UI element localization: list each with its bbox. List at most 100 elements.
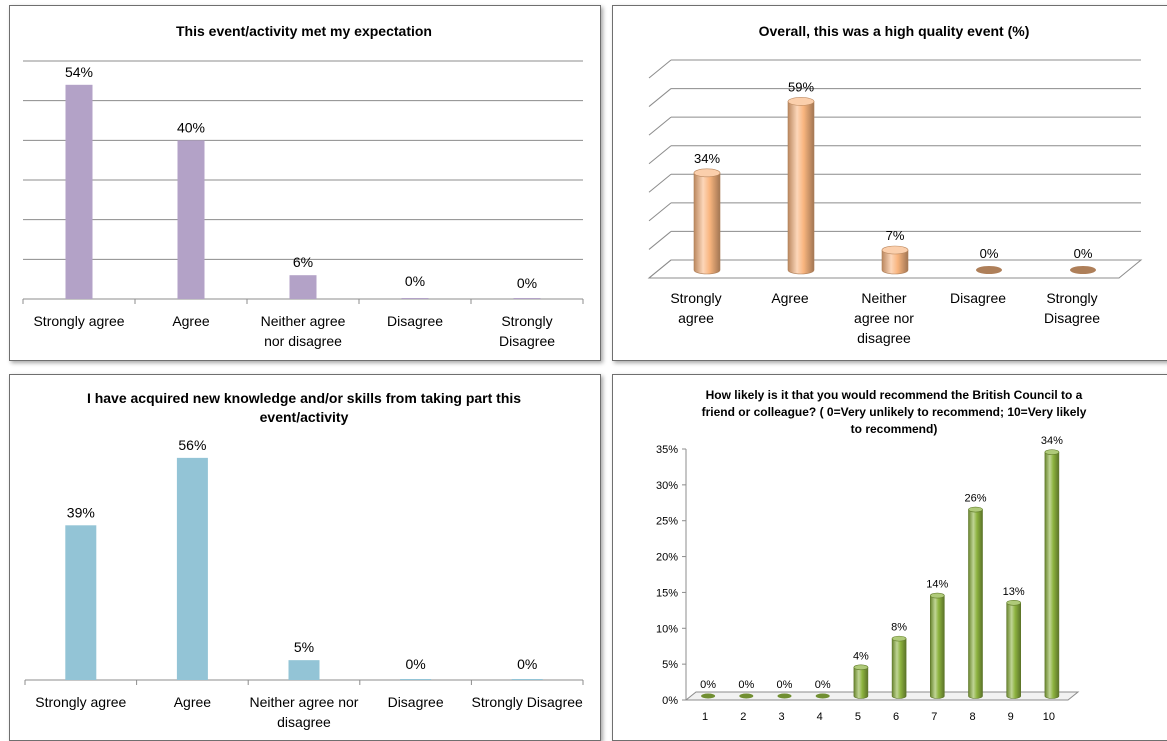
x-tick-label: 2 xyxy=(740,711,746,723)
x-tick-label: Agree xyxy=(172,313,210,329)
bar-top xyxy=(929,592,945,599)
x-tick-label: 9 xyxy=(1008,711,1014,723)
x-tick-label: Strongly Disagree xyxy=(1044,290,1100,326)
side-gridline xyxy=(648,59,672,79)
bar xyxy=(176,457,208,680)
x-tick-label: Neither agree nor disagree xyxy=(854,290,914,346)
bar xyxy=(777,693,792,699)
data-label: 4% xyxy=(853,650,869,662)
chart-floor xyxy=(647,259,1143,279)
x-tick-label: Strongly Disagree xyxy=(472,694,583,710)
bar-top xyxy=(1044,449,1060,455)
chart-title: I have acquired new knowledge and/or ski… xyxy=(87,390,521,425)
data-label: 34% xyxy=(694,151,720,166)
data-label: 14% xyxy=(926,579,948,591)
data-label: 59% xyxy=(788,79,814,94)
x-tick-label: 8 xyxy=(969,711,975,723)
side-gridline xyxy=(648,145,672,165)
cylinder-chart-recommend: How likely is it that you would recommen… xyxy=(656,388,1087,723)
bar xyxy=(976,266,1002,274)
bar-top xyxy=(968,506,983,513)
bar-top xyxy=(891,635,907,642)
bar-top xyxy=(693,168,721,178)
bar xyxy=(288,660,320,680)
bar xyxy=(400,679,432,680)
x-tick-label: 10 xyxy=(1043,711,1055,723)
x-tick-label: Disagree xyxy=(388,694,444,710)
bar xyxy=(739,693,754,699)
data-label: 13% xyxy=(1003,586,1025,598)
side-gridline xyxy=(648,88,672,107)
x-tick-label: 7 xyxy=(931,711,937,723)
chart-panel-quality: Overall, this was a high quality event (… xyxy=(612,5,1167,361)
x-tick-label: Strongly Disagree xyxy=(499,313,555,349)
bar xyxy=(65,84,93,299)
bar xyxy=(891,638,907,699)
x-tick-label: 6 xyxy=(893,711,899,723)
bar xyxy=(930,595,945,699)
data-label: 0% xyxy=(1074,246,1093,261)
bar xyxy=(853,667,869,699)
bar xyxy=(881,249,909,275)
chart-panel-knowledge: I have acquired new knowledge and/or ski… xyxy=(9,374,601,741)
data-label: 0% xyxy=(517,275,537,291)
y-tick-label: 35% xyxy=(656,444,678,456)
bar-top xyxy=(787,97,815,106)
x-tick-label: Agree xyxy=(771,290,809,306)
y-tick-label: 25% xyxy=(656,516,678,528)
chart-title: Overall, this was a high quality event (… xyxy=(759,23,1030,39)
bar-top xyxy=(1006,599,1022,606)
data-label: 0% xyxy=(405,656,425,672)
x-tick-label: 4 xyxy=(817,711,823,723)
bar-top xyxy=(881,245,909,255)
data-label: 8% xyxy=(891,622,907,634)
x-tick-label: Strongly agree xyxy=(35,694,126,710)
bar xyxy=(513,298,541,299)
bar xyxy=(1006,602,1021,699)
data-label: 6% xyxy=(293,254,313,270)
data-label: 7% xyxy=(886,228,905,243)
cylinder-chart-quality: Overall, this was a high quality event (… xyxy=(647,23,1143,346)
data-label: 0% xyxy=(738,679,754,691)
x-tick-label: 3 xyxy=(778,711,784,723)
data-label: 0% xyxy=(517,656,537,672)
bar xyxy=(177,140,205,299)
x-tick-label: 1 xyxy=(702,711,708,723)
bar-chart-expectation: This event/activity met my expectation 5… xyxy=(22,23,584,349)
bar xyxy=(701,693,716,699)
bar xyxy=(968,509,983,699)
y-tick-label: 20% xyxy=(656,552,678,564)
bar xyxy=(815,693,830,699)
bar xyxy=(693,172,721,275)
x-tick-label: 5 xyxy=(855,711,861,723)
x-tick-label: Disagree xyxy=(387,313,443,329)
x-tick-label: Neither agree nor disagree xyxy=(250,694,359,730)
side-gridline xyxy=(648,116,672,136)
chart-panel-expectation: This event/activity met my expectation 5… xyxy=(9,5,601,361)
chart-title: This event/activity met my expectation xyxy=(176,23,432,39)
data-label: 0% xyxy=(405,273,425,289)
data-label: 0% xyxy=(777,679,793,691)
data-label: 56% xyxy=(178,437,206,453)
x-tick-label: Disagree xyxy=(950,290,1006,306)
data-label: 39% xyxy=(67,504,95,520)
data-label: 5% xyxy=(294,639,314,655)
data-label: 26% xyxy=(964,493,986,505)
x-tick-label: Neither agree nor disagree xyxy=(261,313,346,349)
bar xyxy=(511,679,543,680)
chart-panel-recommend: How likely is it that you would recommen… xyxy=(612,374,1167,741)
data-label: 0% xyxy=(815,679,831,691)
side-gridline xyxy=(648,202,672,222)
y-tick-label: 15% xyxy=(656,587,678,599)
y-tick-label: 5% xyxy=(662,659,678,671)
side-gridline xyxy=(648,173,672,193)
side-gridline xyxy=(648,231,672,250)
data-label: 0% xyxy=(980,246,999,261)
bar-chart-knowledge: I have acquired new knowledge and/or ski… xyxy=(24,390,584,730)
bar xyxy=(401,298,429,299)
data-label: 40% xyxy=(177,119,205,135)
x-tick-label: Strongly agree xyxy=(33,313,124,329)
y-tick-label: 0% xyxy=(662,695,678,707)
bar xyxy=(1070,266,1096,274)
data-label: 0% xyxy=(700,679,716,691)
